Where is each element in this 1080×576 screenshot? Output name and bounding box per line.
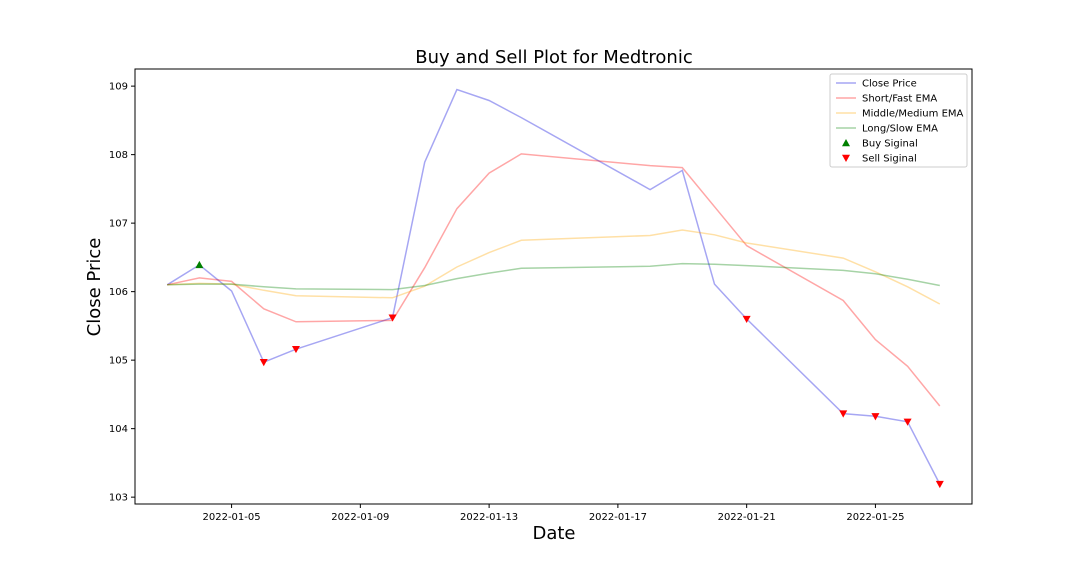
sell-marker-4 — [839, 410, 848, 418]
y-tick-label-0: 103 — [109, 493, 128, 504]
legend-label-1: Short/Fast EMA — [862, 94, 937, 105]
y-tick-label-2: 105 — [109, 356, 128, 367]
sell-marker-6 — [903, 418, 912, 426]
legend-label-3: Long/Slow EMA — [862, 124, 938, 135]
sell-marker-7 — [935, 480, 944, 489]
sell-marker-1 — [291, 345, 300, 354]
series-line-3 — [167, 262, 940, 291]
x-tick-label-2: 2022-01-13 — [460, 512, 518, 523]
sell-marker-3 — [742, 315, 751, 324]
legend-label-2: Middle/Medium EMA — [862, 109, 964, 120]
sell-marker-2 — [388, 314, 397, 322]
series-line-1 — [167, 153, 941, 407]
legend-label-0: Close Price — [862, 79, 917, 90]
plot-frame — [134, 68, 973, 505]
y-tick-label-1: 104 — [109, 424, 128, 435]
y-tick-label-4: 107 — [109, 219, 128, 230]
legend-label-5: Sell Siginal — [862, 154, 917, 165]
x-tick-label-5: 2022-01-25 — [846, 512, 904, 523]
sell-marker-5 — [871, 413, 880, 421]
series-layer — [166, 88, 941, 485]
sell-marker-0 — [259, 358, 268, 367]
legend-label-4: Buy Siginal — [862, 139, 918, 150]
legend: Close Price Short/Fast EMA Middle/Medium E… — [829, 73, 968, 168]
marker-layer — [195, 260, 944, 489]
y-axis-title: Close Price — [84, 238, 105, 337]
series-line-0 — [166, 88, 941, 485]
x-tick-label-0: 2022-01-05 — [203, 512, 261, 523]
x-tick-label-1: 2022-01-09 — [331, 512, 389, 523]
y-tick-label-3: 106 — [109, 287, 128, 298]
buy-marker-0 — [195, 260, 204, 269]
y-tick-label-6: 109 — [109, 82, 128, 93]
x-tick-label-3: 2022-01-17 — [589, 512, 647, 523]
legend-swatch-5 — [842, 154, 850, 162]
legend-box — [829, 73, 968, 168]
x-axis-title: Date — [532, 523, 575, 544]
series-line-2 — [167, 229, 941, 305]
x-tick-label-4: 2022-01-21 — [718, 512, 776, 523]
y-axis: 103 104 105 106 107 108 109 — [109, 82, 135, 504]
chart-title: Buy and Sell Plot for Medtronic — [415, 47, 692, 68]
x-axis: 2022-01-05 2022-01-09 2022-01-13 2022-01-17… — [203, 504, 904, 523]
y-tick-label-5: 108 — [109, 150, 128, 161]
legend-swatch-4 — [842, 139, 850, 147]
